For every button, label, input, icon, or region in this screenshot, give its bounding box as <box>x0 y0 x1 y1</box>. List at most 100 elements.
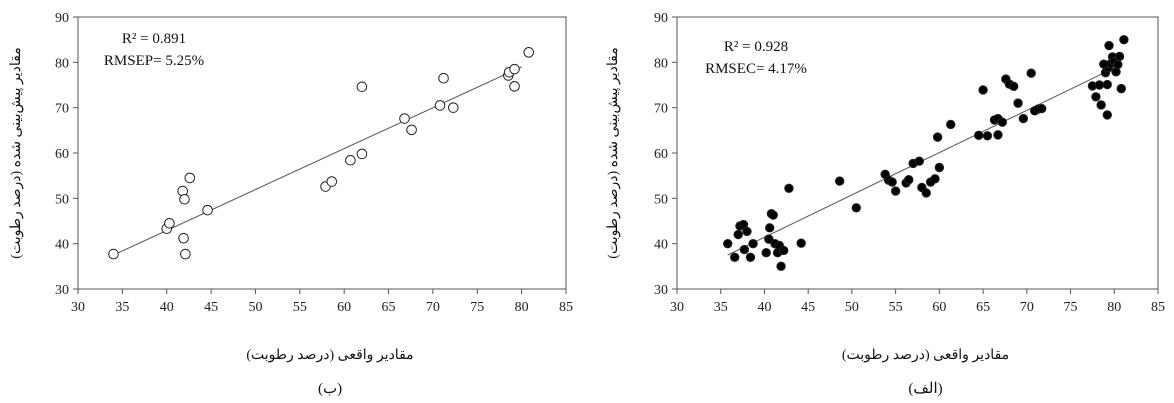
x-tick-label: 35 <box>714 300 728 315</box>
data-point <box>932 132 943 142</box>
data-point <box>509 63 520 75</box>
scatter-chart-b-svg: 30 35 40 45 50 55 60 65 70 75 80 85 30 40 50 60 70 80 90 R²… <box>9 11 573 397</box>
data-point <box>768 210 778 220</box>
x-tick-label: 40 <box>757 300 771 315</box>
y-axis-title: مقادیر پیش‌بینی شده (درصد رطوبت) <box>606 47 621 258</box>
data-point <box>982 131 993 141</box>
data-point <box>399 113 410 124</box>
y-tick-label: 90 <box>654 11 668 26</box>
data-point <box>438 72 449 84</box>
trendline <box>113 66 522 256</box>
data-point <box>1119 34 1129 45</box>
data-point <box>739 244 750 255</box>
data-point <box>978 85 988 95</box>
data-point <box>345 154 356 166</box>
y-tick-label: 50 <box>55 192 69 207</box>
x-axis-title: مقادیر واقعی (درصد رطوبت) <box>842 348 1009 363</box>
x-tick-label: 55 <box>889 300 903 315</box>
data-point <box>748 238 758 249</box>
data-point <box>326 176 338 187</box>
y-tick-label: 40 <box>654 238 668 253</box>
data-point <box>1104 40 1114 51</box>
data-point <box>921 188 931 198</box>
data-point <box>834 176 845 186</box>
x-tick-label: 30 <box>71 300 85 315</box>
data-point <box>179 193 190 205</box>
x-tick-label: 65 <box>382 300 396 315</box>
annotation-text: RMSEC= 4.17% <box>705 61 807 77</box>
panel-label: (الف) <box>908 381 942 397</box>
y-tick-label: 70 <box>654 102 668 117</box>
data-point <box>890 186 901 196</box>
x-tick-label: 80 <box>1107 300 1121 315</box>
x-tick-label: 70 <box>1020 300 1034 315</box>
data-point <box>930 174 940 184</box>
data-point <box>1091 92 1101 102</box>
data-point <box>784 183 794 194</box>
data-point <box>1026 68 1036 78</box>
data-point <box>997 117 1008 127</box>
data-point <box>778 245 789 256</box>
data-point <box>974 130 984 141</box>
data-point <box>1102 79 1112 90</box>
data-point <box>733 229 743 240</box>
data-point <box>356 81 368 93</box>
data-point <box>745 252 756 262</box>
data-point <box>180 248 191 260</box>
plot-frame <box>676 16 1159 290</box>
scatter-chart-b: 30 35 40 45 50 55 60 65 70 75 80 85 30 40 50 60 70 80 90 R²… <box>9 11 573 397</box>
data-point <box>723 238 733 249</box>
x-tick-label: 80 <box>515 300 529 315</box>
y-tick-label: 60 <box>654 147 668 162</box>
x-tick-label: 65 <box>976 300 990 315</box>
y-tick-label: 60 <box>55 147 69 162</box>
data-point <box>184 172 196 184</box>
data-point <box>765 223 775 233</box>
data-point <box>356 148 368 160</box>
y-tick-label: 30 <box>654 283 668 298</box>
x-tick-label: 45 <box>801 300 815 315</box>
annotation-text: R² = 0.891 <box>122 31 186 47</box>
data-point <box>448 102 459 113</box>
data-point <box>1102 110 1112 120</box>
y-axis-title: مقادیر پیش‌بینی شده (درصد رطوبت) <box>9 47 24 258</box>
data-point <box>1113 59 1123 70</box>
data-point <box>164 217 175 229</box>
trendline <box>727 64 1122 256</box>
data-point <box>914 156 924 166</box>
annotation-text: R² = 0.928 <box>724 39 788 55</box>
x-tick-label: 85 <box>559 300 573 315</box>
data-point <box>946 119 956 130</box>
data-point <box>1094 80 1105 90</box>
data-point <box>887 177 897 187</box>
x-tick-label: 50 <box>248 300 262 315</box>
y-tick-label: 70 <box>55 102 69 117</box>
x-tick-label: 30 <box>670 300 684 315</box>
data-point <box>934 162 945 173</box>
scatter-chart-alef-svg: 30 35 40 45 50 55 60 65 70 75 80 85 30 40 50 60 70 80 90 R²… <box>606 11 1165 397</box>
x-tick-label: 35 <box>115 300 129 315</box>
data-point <box>523 47 535 58</box>
data-point <box>730 252 740 262</box>
data-point <box>202 204 213 216</box>
data-point <box>1009 81 1019 92</box>
y-tick-label: 30 <box>55 283 69 298</box>
x-tick-label: 85 <box>1151 300 1165 315</box>
x-tick-label: 55 <box>293 300 307 315</box>
x-tick-label: 50 <box>845 300 859 315</box>
x-tick-label: 40 <box>160 300 174 315</box>
data-point <box>434 100 446 111</box>
data-point <box>1114 51 1125 62</box>
data-point <box>1099 59 1109 69</box>
x-tick-label: 60 <box>337 300 351 315</box>
x-axis-title: مقادیر واقعی (درصد رطوبت) <box>246 348 413 363</box>
y-tick-label: 50 <box>654 192 668 207</box>
y-tick-label: 40 <box>55 238 69 253</box>
data-point <box>851 203 861 213</box>
x-tick-label: 45 <box>204 300 218 315</box>
data-point <box>993 130 1003 140</box>
data-point <box>904 175 914 185</box>
data-point <box>1036 103 1047 114</box>
data-point <box>108 248 119 260</box>
data-point <box>1013 98 1023 108</box>
